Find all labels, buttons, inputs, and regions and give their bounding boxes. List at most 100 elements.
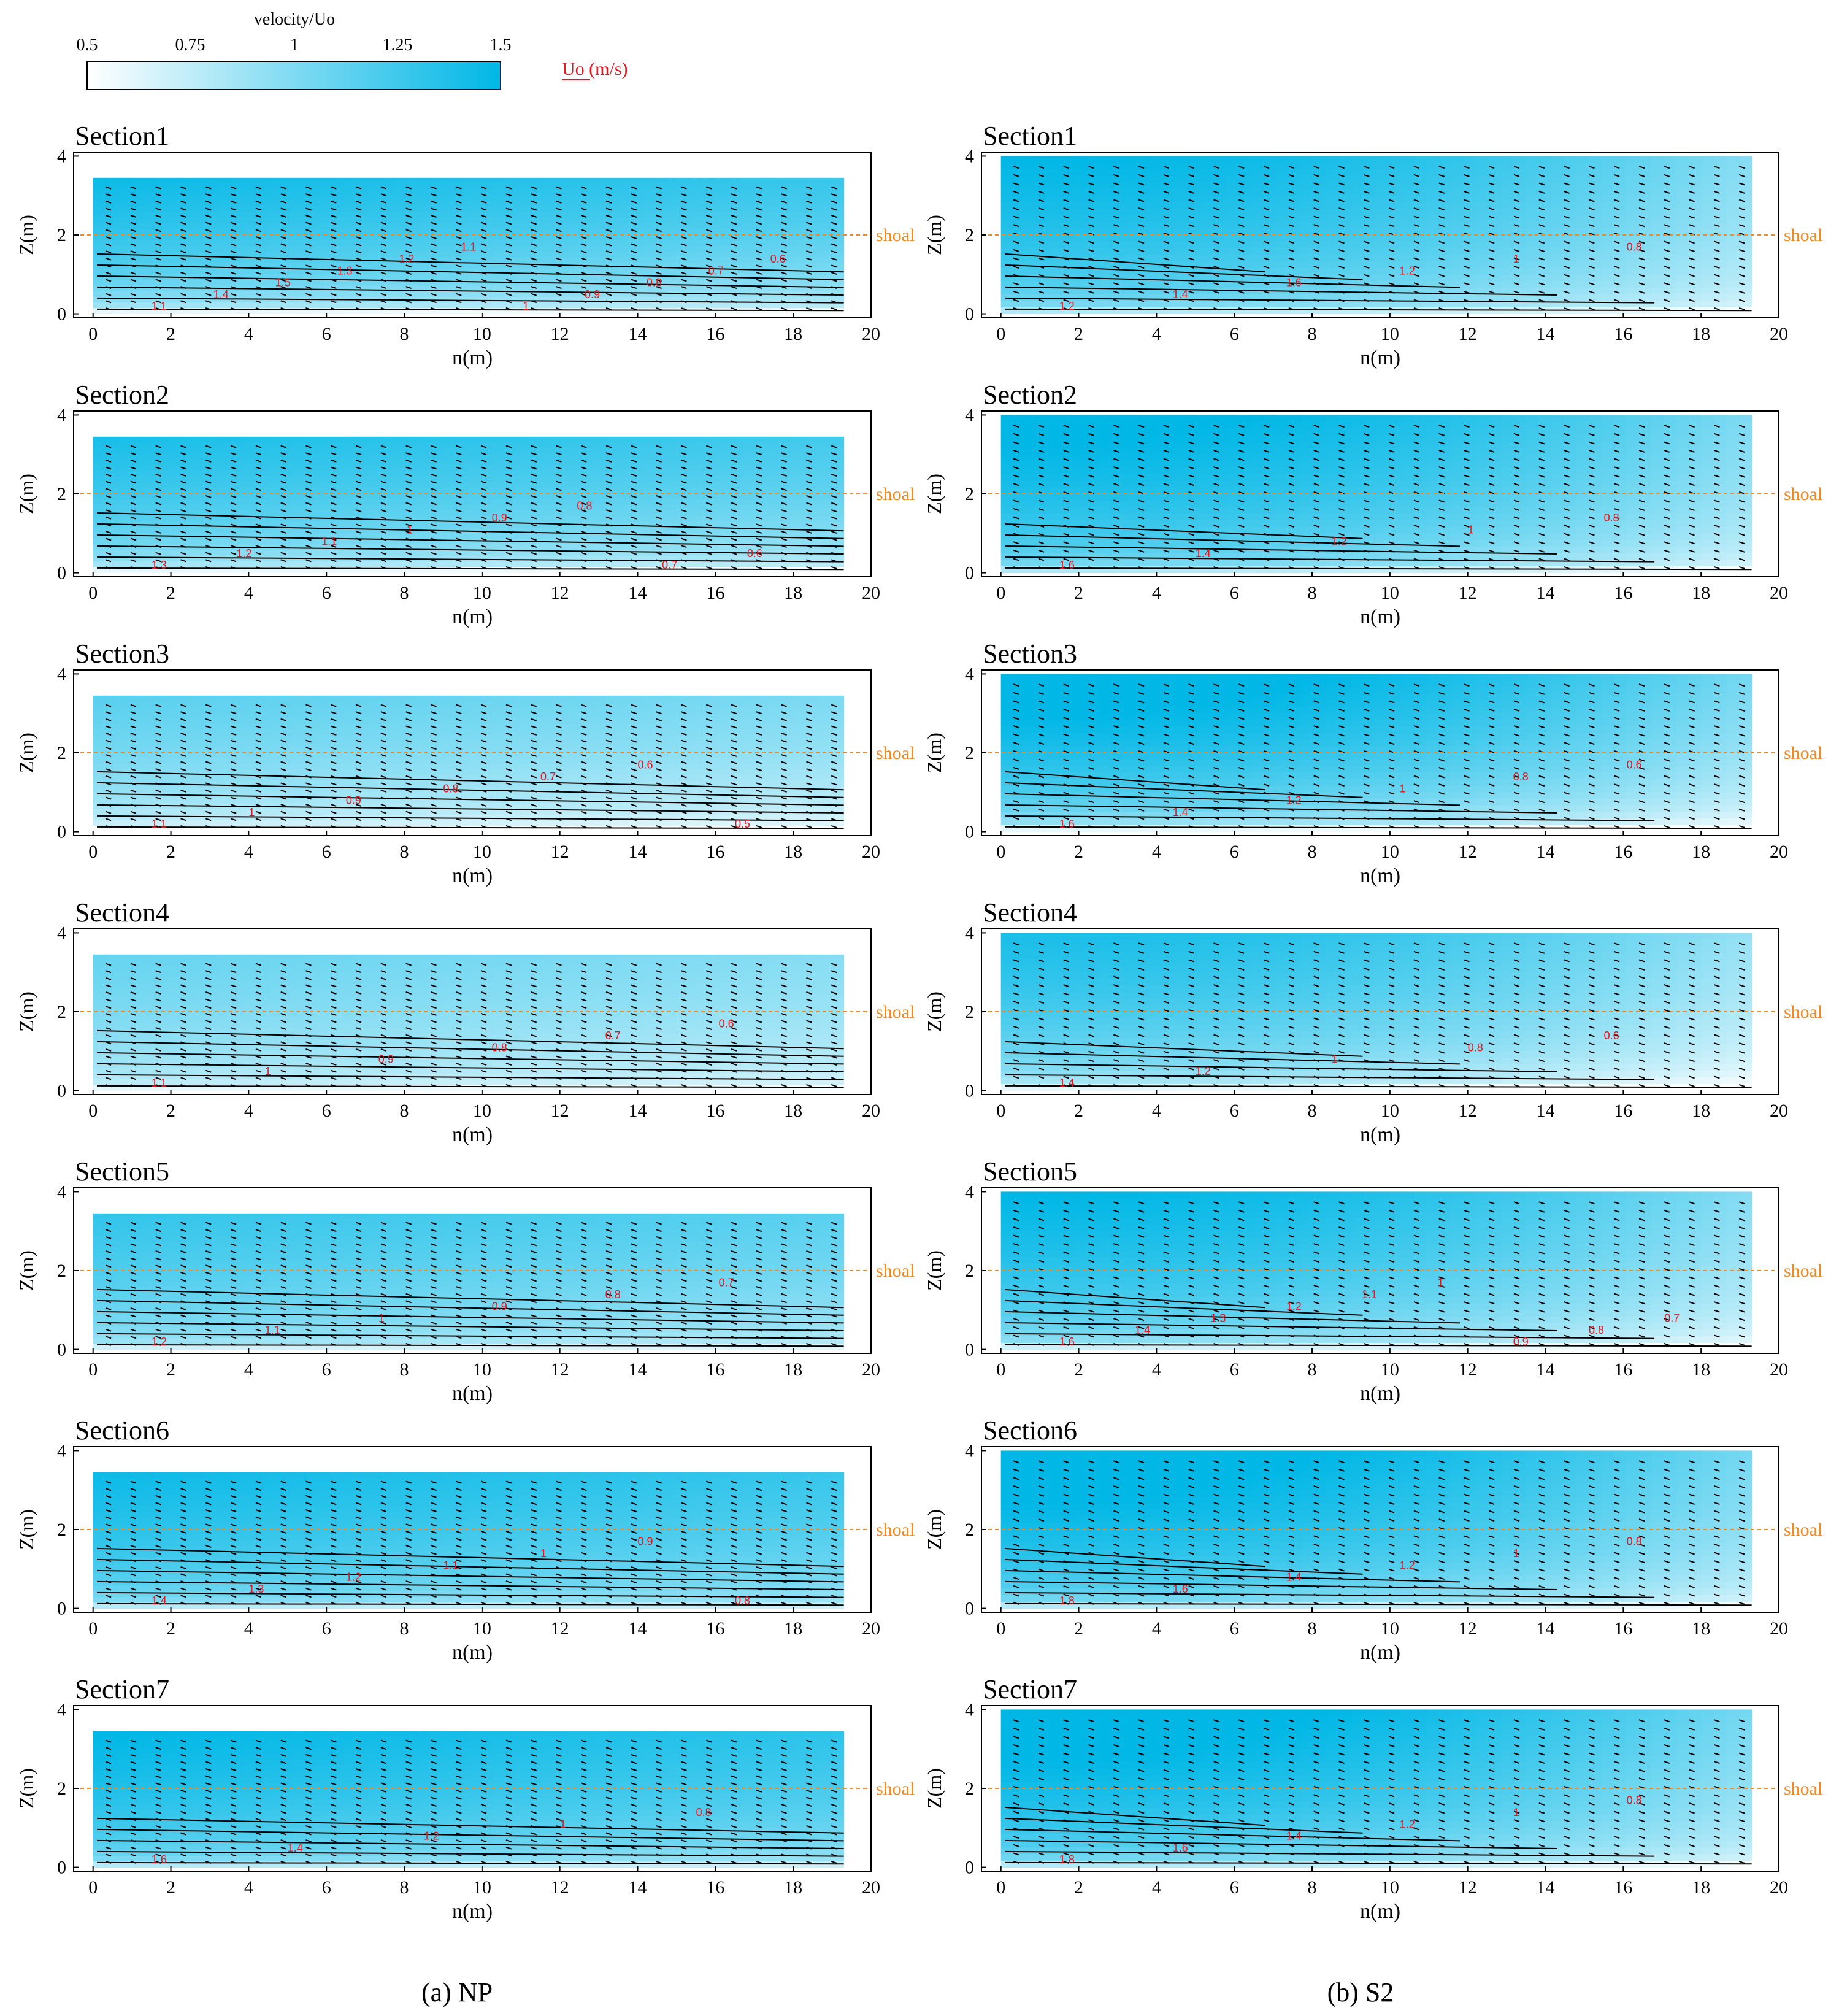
velocity-cell (380, 274, 394, 280)
velocity-cell (231, 442, 244, 448)
velocity-cell (243, 555, 256, 562)
x-tick-label: 0 (88, 583, 98, 603)
velocity-cell (681, 516, 694, 522)
velocity-cell (368, 476, 382, 483)
velocity-cell (168, 476, 182, 483)
vector (455, 186, 462, 190)
velocity-cell (818, 183, 832, 190)
velocity-cell (831, 442, 845, 448)
velocity-cell (669, 516, 681, 522)
velocity-cell (505, 245, 519, 252)
velocity-cell (568, 493, 582, 499)
velocity-cell (743, 436, 757, 443)
velocity-cell (180, 240, 194, 247)
velocity-cell (331, 510, 344, 517)
velocity-cell (531, 488, 544, 494)
velocity-cell (818, 442, 832, 448)
vector (180, 537, 186, 541)
velocity-cell (518, 718, 532, 725)
velocity-cell (243, 453, 256, 460)
vector (531, 207, 537, 211)
velocity-cell (293, 234, 307, 240)
velocity-cell (155, 488, 169, 494)
vector (831, 264, 837, 268)
vector (531, 264, 537, 268)
velocity-cell (531, 741, 544, 747)
velocity-cell (431, 499, 444, 506)
vector (656, 257, 662, 261)
velocity-cell (431, 448, 444, 455)
vector (756, 307, 762, 310)
velocity-cell (443, 826, 456, 833)
velocity-cell (794, 189, 807, 196)
vector (806, 236, 812, 239)
velocity-cell (243, 482, 256, 488)
velocity-cell (831, 465, 845, 471)
velocity-cell (218, 471, 231, 477)
vector (380, 236, 387, 239)
vector (380, 286, 387, 290)
contour-label: 1.4 (213, 288, 229, 301)
velocity-cell (493, 712, 507, 719)
velocity-cell (343, 223, 356, 229)
velocity-cell (180, 775, 194, 781)
velocity-cell (280, 291, 294, 298)
velocity-cell (743, 296, 757, 303)
velocity-cell (618, 302, 632, 309)
velocity-cell (456, 189, 469, 196)
velocity-cell (643, 488, 657, 494)
velocity-cell (380, 189, 394, 196)
velocity-cell (656, 285, 669, 292)
velocity-cell (155, 775, 169, 781)
velocity-cell (456, 544, 469, 551)
vector (180, 488, 186, 491)
velocity-cell (706, 539, 720, 545)
vector (431, 229, 437, 233)
vector (831, 236, 837, 239)
velocity-cell (606, 206, 619, 212)
vector (305, 200, 312, 204)
velocity-cell (493, 257, 507, 263)
velocity-cell (268, 735, 282, 742)
velocity-cell (218, 763, 231, 770)
velocity-cell (481, 459, 494, 466)
velocity-cell (193, 504, 206, 511)
velocity-cell (831, 550, 845, 556)
velocity-cell (706, 240, 720, 247)
velocity-cell (243, 296, 256, 303)
velocity-cell (318, 712, 331, 719)
vector (455, 215, 462, 218)
velocity-cell (318, 280, 331, 286)
velocity-cell (118, 183, 131, 190)
velocity-cell (255, 280, 269, 286)
velocity-cell (831, 189, 845, 196)
contour-line (96, 275, 844, 288)
velocity-cell (218, 718, 231, 725)
velocity-cell (631, 234, 644, 240)
velocity-cell (781, 510, 794, 517)
velocity-cell (268, 448, 282, 455)
vector (681, 271, 687, 275)
vector (155, 279, 162, 282)
velocity-cell (368, 533, 382, 539)
velocity-cell (168, 539, 182, 545)
velocity-cell (205, 251, 219, 258)
velocity-cell (268, 189, 282, 196)
velocity-cell (606, 544, 619, 551)
velocity-cell (468, 302, 482, 309)
velocity-cell (631, 476, 644, 483)
vector (831, 243, 837, 247)
velocity-cell (93, 217, 106, 224)
velocity-cell (380, 308, 394, 315)
velocity-cell (93, 302, 106, 309)
velocity-cell (193, 308, 206, 315)
velocity-cell (794, 263, 807, 269)
velocity-cell (481, 229, 494, 235)
velocity-cell (180, 448, 194, 455)
velocity-cell (193, 775, 206, 781)
velocity-cell (193, 747, 206, 753)
velocity-cell (356, 448, 369, 455)
velocity-cell (280, 206, 294, 212)
vector (355, 293, 362, 296)
vector (155, 193, 162, 197)
